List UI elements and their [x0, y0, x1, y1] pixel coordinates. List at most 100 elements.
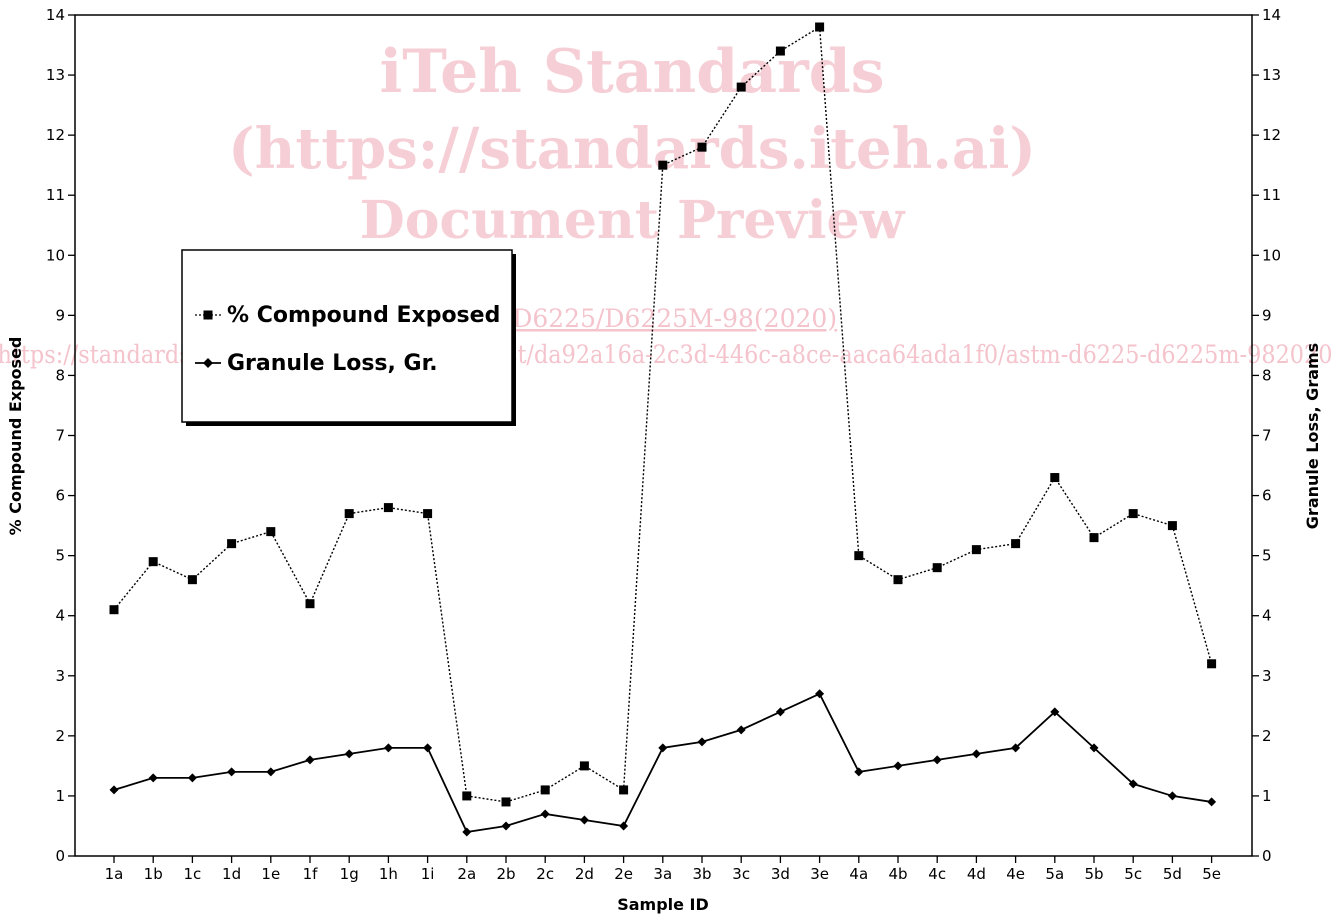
y-right-tick-label: 12 [1262, 126, 1281, 144]
data-point-compound-exposed [423, 509, 433, 519]
x-tick-label: 3d [771, 865, 790, 883]
data-point-granule-loss [1011, 743, 1021, 753]
data-point-granule-loss [148, 773, 158, 783]
data-point-compound-exposed [109, 605, 119, 615]
x-tick-label: 1f [303, 865, 319, 883]
data-point-granule-loss [971, 749, 981, 759]
data-point-granule-loss [1167, 791, 1177, 801]
y-left-tick-label: 13 [46, 66, 65, 84]
data-point-compound-exposed [971, 545, 981, 555]
data-point-compound-exposed [1167, 521, 1177, 531]
data-point-granule-loss [305, 755, 315, 765]
data-point-compound-exposed [1207, 659, 1217, 669]
y-right-tick-label: 11 [1262, 186, 1281, 204]
data-point-compound-exposed [148, 557, 158, 567]
x-tick-label: 4a [849, 865, 868, 883]
y-left-tick-label: 7 [55, 427, 65, 445]
legend-box [181, 249, 513, 423]
x-tick-label: 5d [1163, 865, 1182, 883]
y-left-tick-label: 9 [55, 306, 65, 324]
x-tick-label: 1h [379, 865, 398, 883]
data-point-granule-loss [697, 737, 707, 747]
x-tick-label: 2e [614, 865, 633, 883]
x-tick-label: 4b [888, 865, 907, 883]
legend-label-granule: Granule Loss, Gr. [227, 351, 438, 376]
data-point-compound-exposed [1050, 473, 1060, 483]
x-tick-label: 1g [340, 865, 359, 883]
x-tick-label: 1b [144, 865, 163, 883]
series-layer [109, 22, 1217, 837]
data-point-compound-exposed [579, 761, 589, 771]
y-right-tick-label: 5 [1262, 547, 1272, 565]
data-point-granule-loss [1089, 743, 1099, 753]
data-point-compound-exposed [266, 527, 276, 537]
x-tick-label: 3c [732, 865, 750, 883]
data-point-compound-exposed [1089, 533, 1099, 543]
x-tick-label: 2a [457, 865, 476, 883]
data-point-compound-exposed [1128, 509, 1138, 519]
data-point-granule-loss [383, 743, 393, 753]
data-point-granule-loss [227, 767, 237, 777]
data-point-compound-exposed [305, 599, 315, 609]
x-tick-label: 3e [810, 865, 829, 883]
data-point-compound-exposed [736, 82, 746, 92]
x-tick-label: 5c [1124, 865, 1142, 883]
y-left-tick-label: 14 [46, 6, 65, 24]
y-right-tick-label: 13 [1262, 66, 1281, 84]
data-point-compound-exposed [932, 563, 942, 573]
x-axis-title: Sample ID [617, 895, 709, 914]
y-axis-left-title: % Compound Exposed [6, 337, 25, 536]
data-point-granule-loss [775, 707, 785, 717]
legend-marker-granule [203, 358, 213, 368]
data-point-compound-exposed [344, 509, 354, 519]
y-right-tick-label: 7 [1262, 427, 1272, 445]
data-point-compound-exposed [815, 22, 825, 32]
x-tick-label: 2b [496, 865, 515, 883]
data-point-granule-loss [854, 767, 864, 777]
data-point-compound-exposed [658, 160, 668, 170]
y-right-tick-label: 8 [1262, 366, 1272, 384]
y-right-tick-label: 6 [1262, 487, 1272, 505]
y-right-tick-label: 1 [1262, 787, 1272, 805]
data-point-compound-exposed [775, 46, 785, 56]
y-axis-right-title: Granule Loss, Grams [1303, 343, 1322, 529]
data-point-granule-loss [658, 743, 668, 753]
data-point-granule-loss [109, 785, 119, 795]
x-tick-label: 5b [1084, 865, 1103, 883]
watermark-line-1: iTeh Standards [380, 37, 885, 107]
data-point-granule-loss [1128, 779, 1138, 789]
x-tick-label: 1c [184, 865, 202, 883]
data-point-granule-loss [266, 767, 276, 777]
data-point-granule-loss [423, 743, 433, 753]
data-point-compound-exposed [227, 539, 237, 549]
data-point-granule-loss [893, 761, 903, 771]
data-point-compound-exposed [1011, 539, 1021, 549]
data-point-compound-exposed [501, 797, 511, 807]
x-axis: 1a 1b 1c 1d 1e 1f 1g 1h 1i 2a 2b 2c 2d 2e 3a 3b 3c 3d 3e 4a… [105, 856, 1221, 883]
legend: % Compound Exposed Granule Loss, Gr. [181, 249, 516, 426]
y-left-tick-label: 0 [55, 847, 65, 865]
y-left-tick-label: 4 [55, 607, 65, 625]
data-point-granule-loss [540, 809, 550, 819]
y-right-tick-label: 2 [1262, 727, 1272, 745]
data-point-granule-loss [501, 821, 511, 831]
legend-marker-compound [203, 310, 213, 320]
watermark-line-2: (https://standards.iteh.ai) [228, 116, 1036, 182]
x-tick-label: 1i [421, 865, 435, 883]
x-tick-label: 5a [1045, 865, 1064, 883]
y-left-tick-label: 1 [55, 787, 65, 805]
y-right-tick-label: 0 [1262, 847, 1272, 865]
x-tick-label: 3a [653, 865, 672, 883]
x-tick-label: 4e [1006, 865, 1025, 883]
series-line-granule-loss [113, 692, 1212, 833]
data-point-granule-loss [932, 755, 942, 765]
y-right-tick-label: 4 [1262, 607, 1272, 625]
x-tick-label: 3b [692, 865, 711, 883]
data-point-compound-exposed [697, 142, 707, 152]
data-point-granule-loss [1207, 797, 1217, 807]
data-point-granule-loss [462, 827, 472, 837]
x-tick-label: 1e [261, 865, 280, 883]
